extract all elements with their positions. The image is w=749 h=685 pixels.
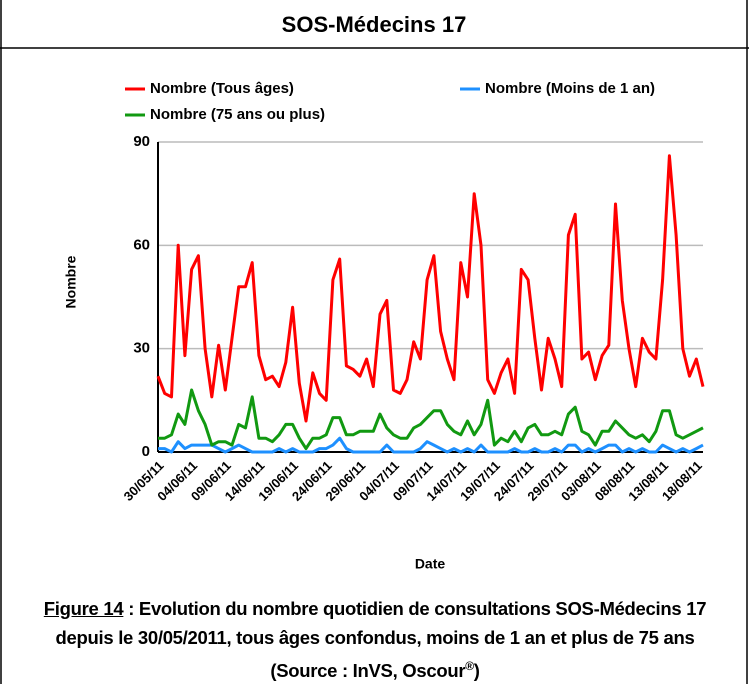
caption: Figure 14 : Evolution du nombre quotidie… [40, 594, 710, 685]
series-line [158, 436, 704, 454]
y-tick-label: 90 [133, 133, 150, 150]
y-tick-label: 30 [133, 340, 150, 357]
x-axis-label: Date [415, 556, 446, 572]
chart-title: SOS-Médecins 17 [282, 12, 467, 37]
y-tick-label: 60 [133, 236, 150, 253]
series-line [158, 388, 704, 451]
y-tick-label: 0 [142, 443, 150, 460]
legend-label: Nombre (75 ans ou plus) [150, 106, 325, 123]
caption-label: Figure 14 [43, 598, 124, 619]
caption-end: ) [473, 660, 480, 682]
legend-label: Nombre (Tous âges) [150, 80, 294, 97]
legend-label: Nombre (Moins de 1 an) [485, 80, 655, 97]
series-line [156, 154, 705, 423]
caption-text: : Evolution du nombre quotidien de consu… [55, 598, 707, 682]
caption-sup: ® [465, 659, 474, 673]
y-axis-label: Nombre [63, 255, 79, 308]
